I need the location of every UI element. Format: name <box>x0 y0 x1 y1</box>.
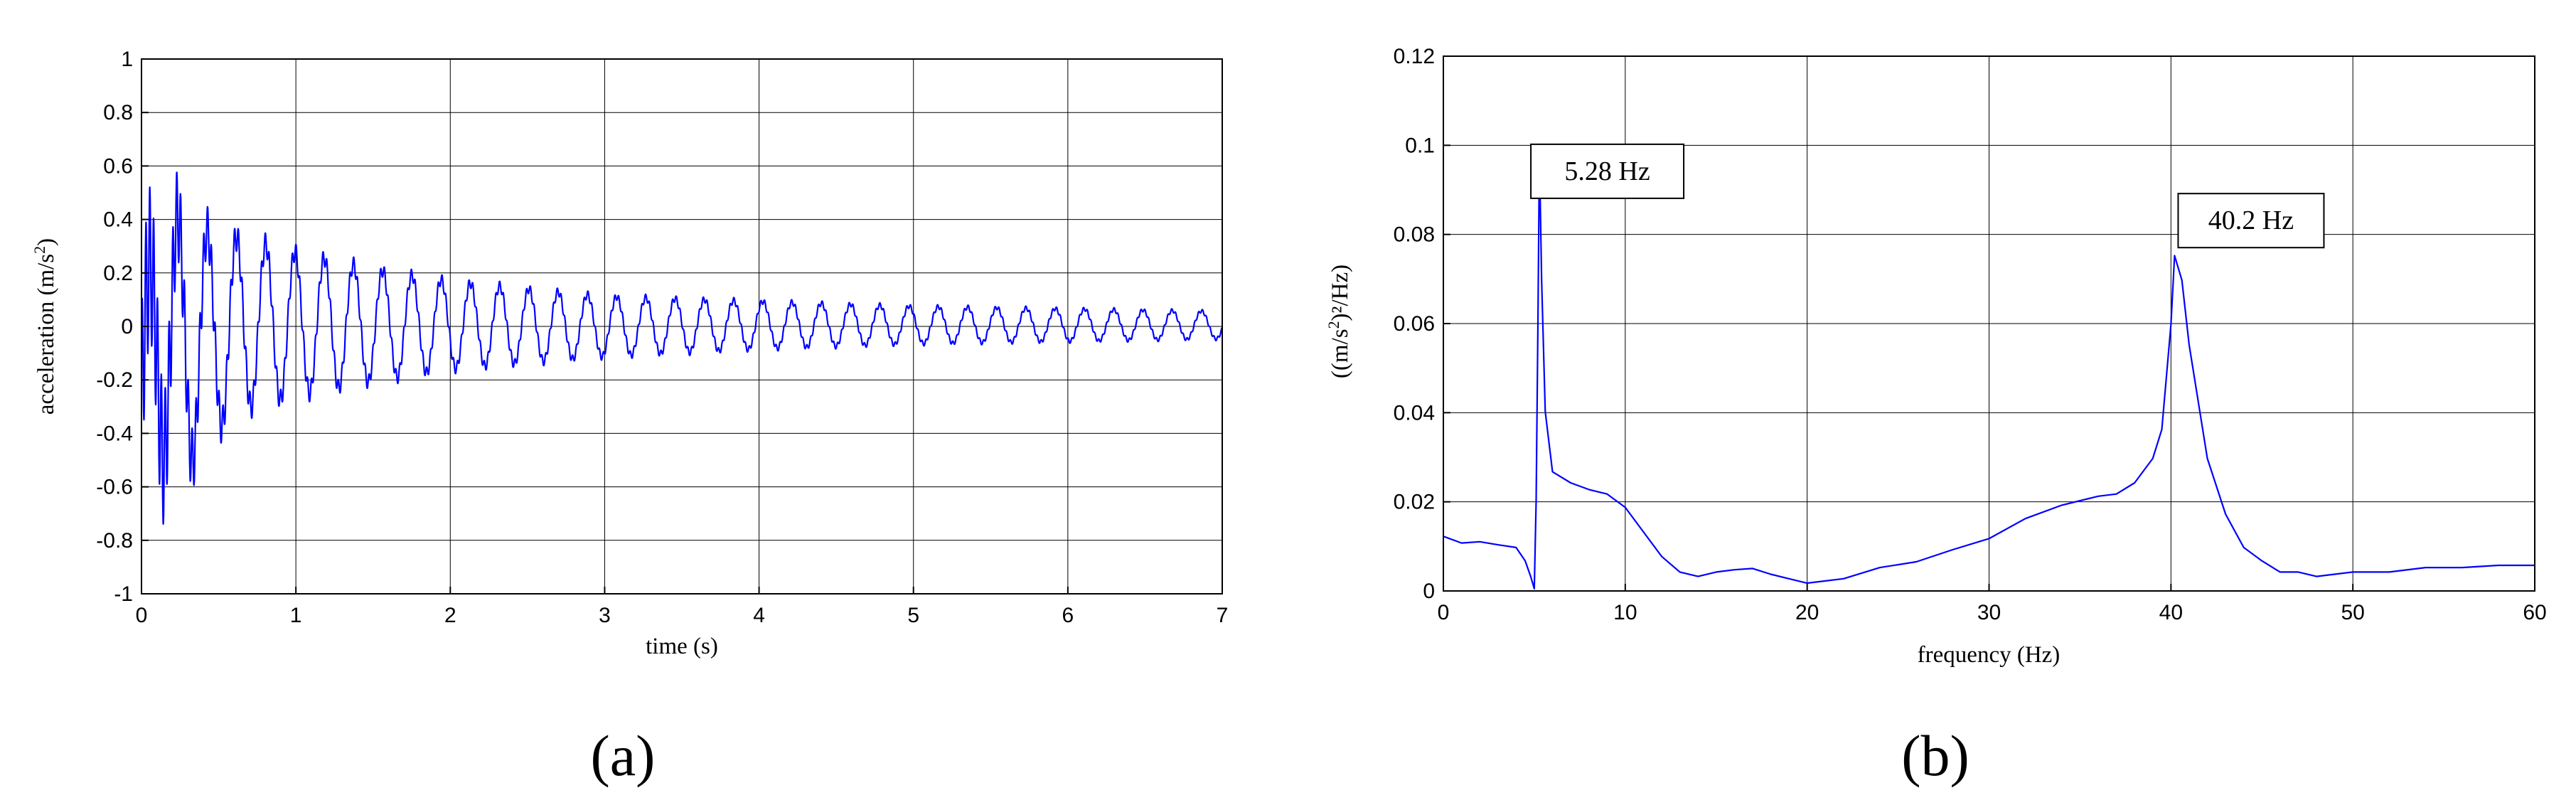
panel-a-x-tick-label: 3 <box>599 604 611 627</box>
panel-a-y-tick-label: -0.4 <box>96 422 133 445</box>
panel-a-series-line <box>140 171 1223 526</box>
panel-a-y-axis-title: acceleration (m/s2) <box>31 238 59 415</box>
annotation-label: 40.2 Hz <box>2208 206 2294 235</box>
panel-b-x-axis-title: frequency (Hz) <box>1918 642 2061 668</box>
panel-a-y-tick-label: -0.6 <box>96 476 133 499</box>
panel-a-y-tick-label: 0.4 <box>103 208 133 232</box>
panel-b-x-tick-label: 10 <box>1613 601 1637 624</box>
panel-b-x-tick-label: 60 <box>2523 601 2546 624</box>
panel-a-x-tick-label: 4 <box>753 604 765 627</box>
panel-a-y-tick-label: -0.8 <box>96 529 133 553</box>
panel-a-x-tick-label: 6 <box>1062 604 1074 627</box>
panel-a-y-tick-label: -0.2 <box>96 368 133 392</box>
panel-b-annotations: 5.28 Hz 40.2 Hz <box>1530 143 2325 249</box>
panel-a-x-ticks: 0 1 2 3 4 5 6 7 <box>136 587 1229 627</box>
panel-b-y-tick-label: 0 <box>1423 580 1435 603</box>
panel-a-x-tick-label: 1 <box>290 604 302 627</box>
panel-b-x-ticks: 0 10 20 30 40 50 60 <box>1438 584 2547 624</box>
panel-b-x-tick-label: 0 <box>1438 601 1450 624</box>
panel-b-y-tick-label: 0.1 <box>1405 134 1435 157</box>
panel-a-y-ticks: -1 -0.8 -0.6 -0.4 -0.2 0 0.2 0.4 0.6 0.8 1 <box>96 48 149 606</box>
panel-b-x-tick-label: 50 <box>2341 601 2364 624</box>
panel-b-x-tick-label: 20 <box>1795 601 1819 624</box>
panel-b-x-tick-label: 40 <box>2159 601 2183 624</box>
panel-b-y-ticks: 0 0.02 0.04 0.06 0.08 0.1 0.12 <box>1394 45 1450 603</box>
panel-a-y-tick-label: 1 <box>121 48 133 71</box>
panel-b-y-tick-label: 0.04 <box>1394 401 1435 425</box>
panel-b-series-line <box>1443 152 2535 590</box>
panel-a-x-tick-label: 7 <box>1217 604 1229 627</box>
panel-a-y-tick-label: 0.2 <box>103 262 133 285</box>
panel-b-psd-trace <box>1443 152 2535 590</box>
panel-b-y-axis-title: ((m/s2)²/Hz) <box>1325 265 1353 378</box>
panel-b-x-tick-label: 30 <box>1977 601 2001 624</box>
panel-b-spectrum-chart: 0 10 20 30 40 50 60 0 0.02 0.04 0.06 0.08 0.1 0.12 5… <box>1325 45 2547 788</box>
annotation-box <box>1530 143 1685 199</box>
panel-a-y-tick-label: 0 <box>121 315 133 338</box>
panel-b-y-tick-label: 0.08 <box>1394 223 1435 247</box>
panel-a-y-tick-label: 0.6 <box>103 154 133 178</box>
annotation-box <box>2177 193 2325 249</box>
panel-b-y-tick-label: 0.02 <box>1394 491 1435 514</box>
panel-a-x-tick-label: 5 <box>907 604 919 627</box>
annotation-label: 5.28 Hz <box>1564 156 1650 186</box>
panel-b-y-tick-label: 0.12 <box>1394 45 1435 68</box>
panel-a-x-tick-label: 0 <box>136 604 148 627</box>
panel-b-y-tick-label: 0.06 <box>1394 312 1435 336</box>
panel-a-label: (a) <box>590 723 655 788</box>
panel-a-y-tick-label: 0.8 <box>103 101 133 124</box>
panel-a-acceleration-chart: 0 1 2 3 4 5 6 7 -1 -0.8 -0.6 -0.4 -0.2 0 0.2 0.4 0.6 0.8… <box>31 48 1228 788</box>
panel-a-signal-trace <box>140 171 1223 526</box>
panel-a-x-tick-label: 2 <box>444 604 456 627</box>
panel-a-x-axis-title: time (s) <box>646 634 718 659</box>
panel-b-label: (b) <box>1901 723 1970 788</box>
panel-a-y-tick-label: -1 <box>114 582 133 606</box>
